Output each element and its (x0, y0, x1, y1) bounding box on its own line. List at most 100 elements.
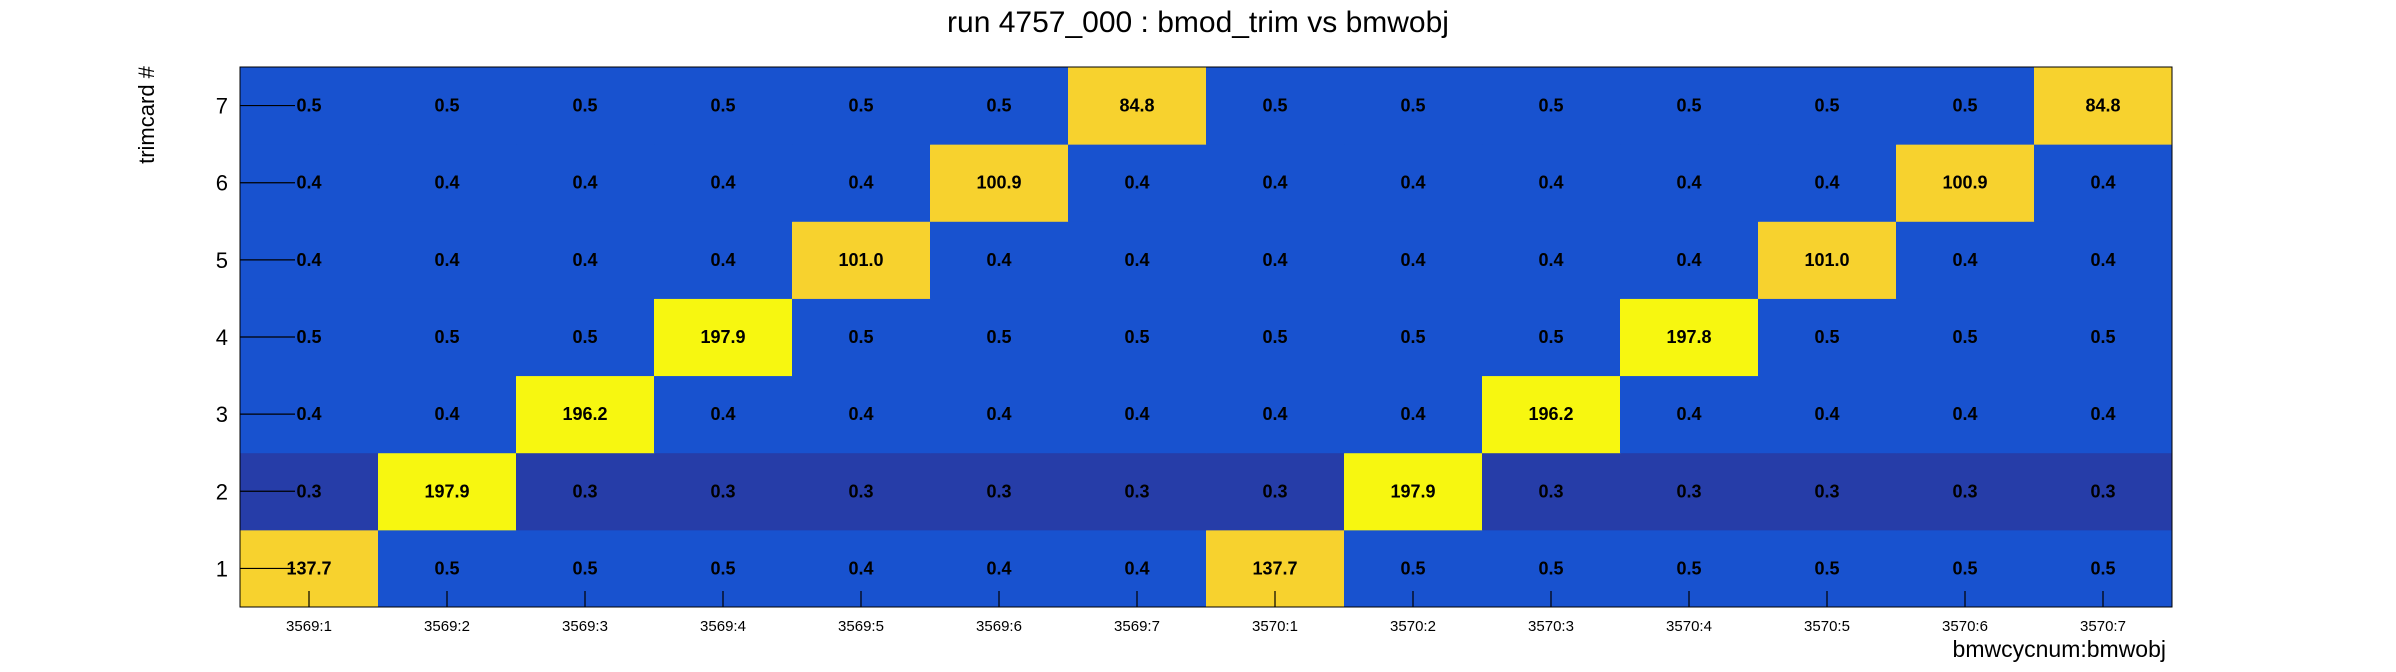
heatmap-cell (654, 67, 793, 145)
heatmap-cell (930, 452, 1069, 531)
heatmap-cell (654, 375, 793, 454)
heatmap-cell (1482, 144, 1621, 222)
cell-value-label: 0.5 (2090, 558, 2115, 578)
heatmap-cell (1482, 375, 1621, 454)
cell-value-label: 0.4 (1124, 250, 1149, 270)
cell-value-label: 0.5 (2090, 327, 2115, 347)
cell-value-label: 197.8 (1666, 327, 1711, 347)
heatmap-cell (1068, 298, 1207, 377)
cell-value-label: 101.0 (1804, 250, 1849, 270)
heatmap-cell (1068, 452, 1207, 531)
cell-value-label: 0.4 (1538, 173, 1563, 193)
cell-value-label: 0.5 (986, 327, 1011, 347)
cell-value-label: 0.4 (848, 173, 873, 193)
x-tick-label: 3569:6 (976, 618, 1022, 635)
x-tick-label: 3569:3 (562, 618, 608, 635)
cell-value-label: 0.5 (1262, 327, 1287, 347)
y-tick-label: 2 (216, 479, 228, 504)
cell-value-label: 0.5 (1538, 327, 1563, 347)
heatmap-cell (1620, 298, 1759, 377)
cell-value-label: 0.5 (710, 96, 735, 116)
cell-value-label: 0.3 (1538, 481, 1563, 501)
y-axis-label: trimcard # (134, 65, 159, 164)
cell-value-label: 0.5 (434, 558, 459, 578)
heatmap-cell (1758, 144, 1897, 222)
x-tick-label: 3570:5 (1804, 618, 1850, 635)
cell-value-label: 0.5 (572, 558, 597, 578)
heatmap-cell (516, 67, 655, 145)
cell-value-label: 0.5 (572, 327, 597, 347)
cell-value-label: 0.4 (1676, 404, 1701, 424)
cell-value-label: 0.4 (1400, 173, 1425, 193)
cell-value-label: 0.3 (1952, 481, 1977, 501)
heatmap-cell (2034, 375, 2173, 454)
x-axis-label: bmwcycnum:bmwobj (1953, 636, 2166, 662)
cell-value-label: 0.5 (710, 558, 735, 578)
heatmap-cell (1206, 298, 1345, 377)
cell-value-label: 0.5 (434, 327, 459, 347)
heatmap-cell (792, 221, 931, 299)
cell-value-label: 0.4 (848, 404, 873, 424)
x-tick-label: 3569:7 (1114, 618, 1160, 635)
heatmap-cell (516, 452, 655, 531)
heatmap-cell (654, 298, 793, 377)
cell-value-label: 0.3 (1676, 481, 1701, 501)
cell-value-label: 0.4 (1952, 404, 1977, 424)
cell-value-label: 197.9 (1390, 481, 1435, 501)
cell-value-label: 0.5 (296, 96, 321, 116)
heatmap-cell (516, 375, 655, 454)
cell-value-label: 0.3 (296, 481, 321, 501)
cell-value-label: 137.7 (286, 558, 331, 578)
heatmap-cell (2034, 298, 2173, 377)
cell-value-label: 0.5 (1814, 327, 1839, 347)
cell-value-label: 0.4 (1400, 250, 1425, 270)
y-tick-label: 1 (216, 556, 228, 581)
heatmap-cell (1620, 67, 1759, 145)
cell-value-label: 0.3 (1124, 481, 1149, 501)
cell-value-label: 0.3 (848, 481, 873, 501)
cell-value-label: 0.5 (1262, 96, 1287, 116)
heatmap-cell (1068, 144, 1207, 222)
cell-value-label: 0.4 (710, 173, 735, 193)
x-tick-label: 3570:7 (2080, 618, 2126, 635)
cell-value-label: 0.5 (572, 96, 597, 116)
cell-value-label: 0.4 (986, 558, 1011, 578)
heatmap-cell (1896, 298, 2035, 377)
heatmap-cell (1206, 375, 1345, 454)
cell-value-label: 0.4 (1262, 250, 1287, 270)
heatmap-cell (792, 375, 931, 454)
heatmap-cell (2034, 452, 2173, 531)
heatmap-cell (1068, 67, 1207, 145)
x-tick-label: 3569:4 (700, 618, 746, 635)
y-axis: 1 2 3 4 5 6 7 (216, 94, 295, 581)
cell-value-label: 100.9 (1942, 173, 1987, 193)
cell-value-label: 0.5 (434, 96, 459, 116)
cell-value-label: 197.9 (700, 327, 745, 347)
cell-value-label: 0.5 (1400, 327, 1425, 347)
cell-value-label: 0.5 (1952, 327, 1977, 347)
heatmap-cell (1620, 375, 1759, 454)
heatmap-cell (378, 375, 517, 454)
heatmap-cell (1896, 67, 2035, 145)
y-tick-label: 6 (216, 171, 228, 196)
heatmap-cell (1344, 298, 1483, 377)
heatmap-cell (930, 298, 1069, 377)
cell-value-label: 0.4 (434, 173, 459, 193)
cell-value-labels: 137.7 0.5 0.5 0.5 0.4 0.4 0.4 137.7 0.5 0.5 0.5 0.5… (286, 96, 2120, 579)
cell-value-label: 100.9 (976, 173, 1021, 193)
heatmap-cell (1344, 221, 1483, 299)
heatmap-cell (792, 298, 931, 377)
cell-value-label: 0.5 (1952, 558, 1977, 578)
cell-value-label: 0.4 (2090, 250, 2115, 270)
cell-value-label: 0.4 (2090, 404, 2115, 424)
cell-value-label: 196.2 (562, 404, 607, 424)
cell-value-label: 0.4 (1814, 404, 1839, 424)
heatmap-cell (1206, 221, 1345, 299)
x-tick-label: 3570:6 (1942, 618, 1988, 635)
heatmap-cell (1896, 221, 2035, 299)
cell-value-label: 0.4 (572, 250, 597, 270)
cell-value-label: 0.5 (986, 96, 1011, 116)
cell-value-label: 0.5 (1814, 558, 1839, 578)
cell-value-label: 0.4 (710, 250, 735, 270)
